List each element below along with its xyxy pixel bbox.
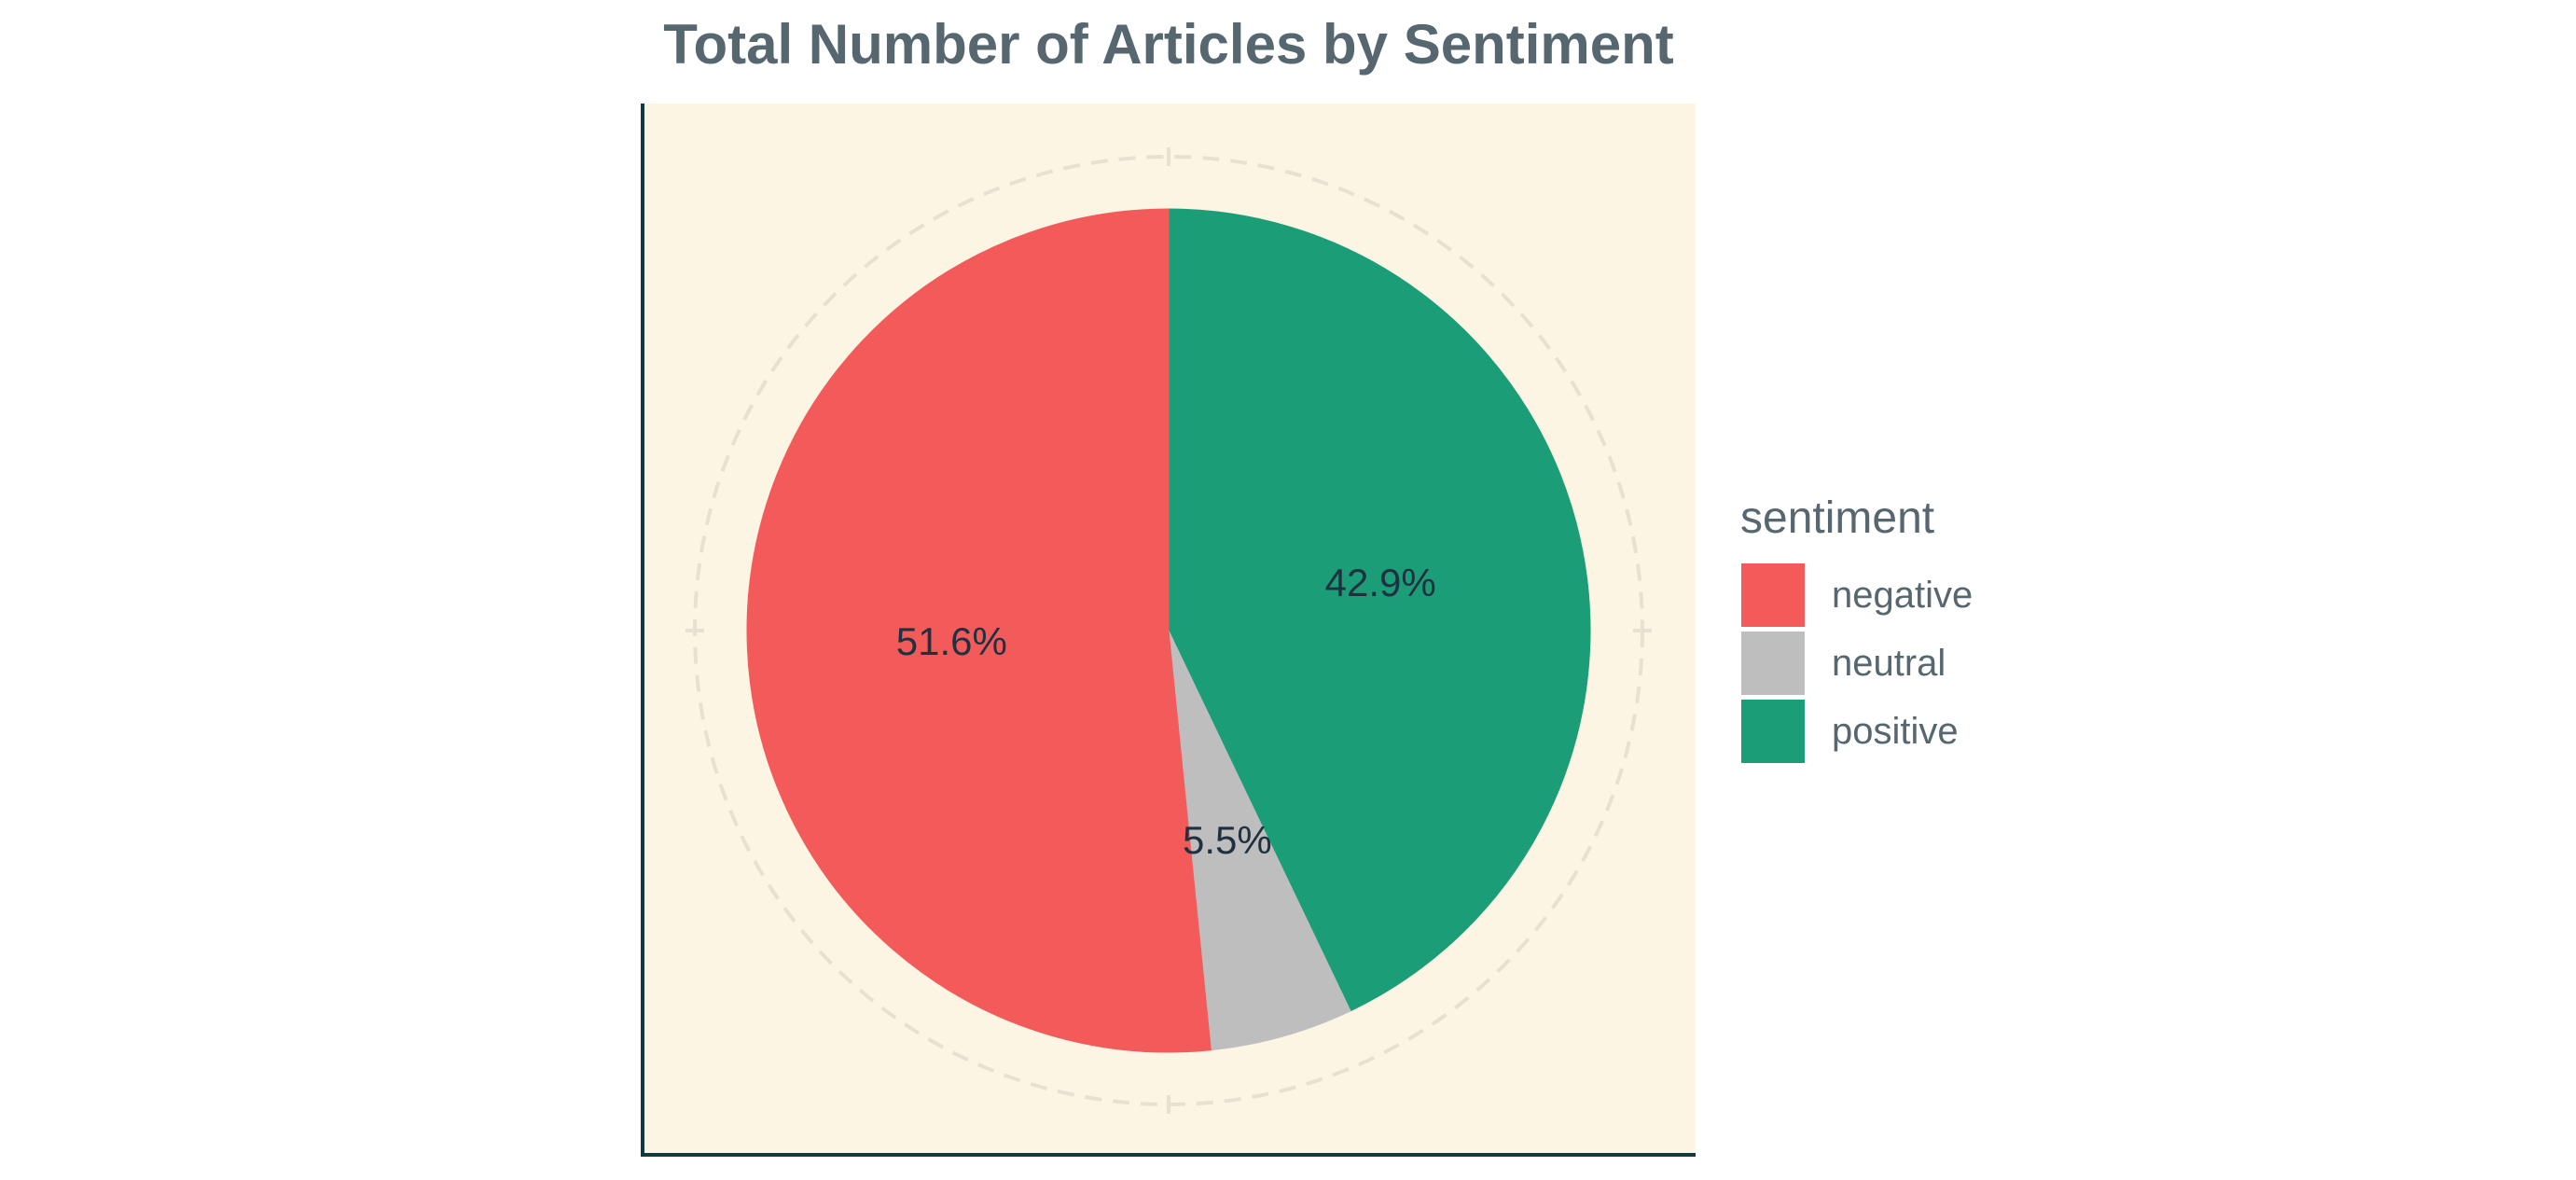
legend-swatch-negative [1741,563,1805,627]
polar-grid-ticks [686,147,1652,1114]
pie-slices [746,208,1591,1053]
pie-slice-labels: 42.9% 5.5% 51.6% [896,561,1436,862]
pie-slice-neutral [1168,630,1351,1051]
legend-item-positive: positive [1741,700,1959,763]
slice-label-positive: 42.9% [1325,561,1436,604]
legend-title: sentiment [1740,493,1934,543]
legend-label-positive: positive [1832,711,1959,752]
legend-swatch-positive [1741,700,1805,763]
legend-label-neutral: neutral [1832,643,1946,684]
legend-item-negative: negative [1741,563,1973,627]
slice-label-neutral: 5.5% [1183,818,1272,862]
pie-slice-negative [746,208,1212,1053]
slice-label-negative: 51.6% [896,619,1007,663]
legend-label-negative: negative [1832,575,1973,616]
legend-item-neutral: neutral [1741,632,1946,695]
chart-title: Total Number of Articles by Sentiment [663,13,1674,76]
legend-swatch-neutral [1741,632,1805,695]
legend-items: negative neutral positive [1741,563,1973,763]
pie-slice-positive [1168,208,1591,1012]
legend: sentiment negative neutral positive [1740,493,1973,763]
